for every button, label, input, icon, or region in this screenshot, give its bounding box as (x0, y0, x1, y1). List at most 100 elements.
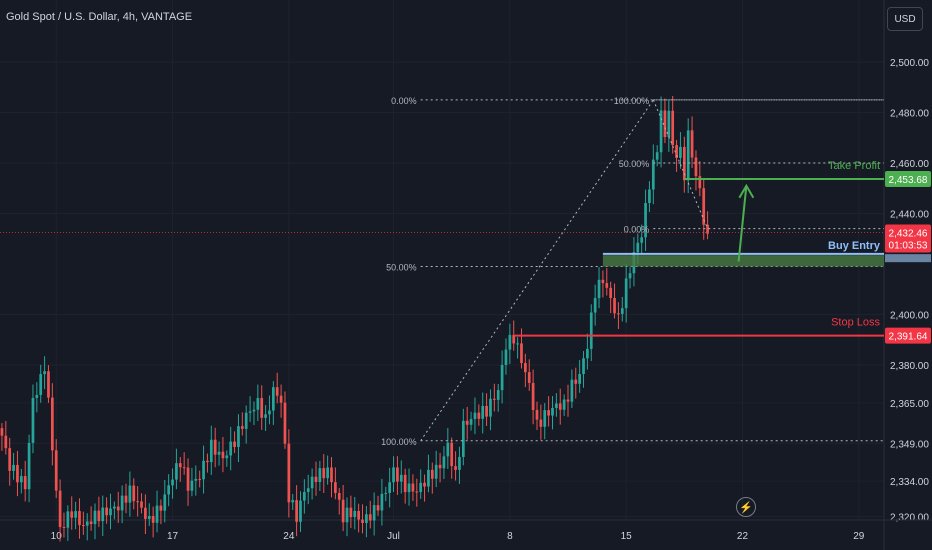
candle-body (124, 495, 128, 503)
candle-body (66, 511, 70, 528)
candle-body (427, 469, 430, 487)
candle-body (303, 491, 306, 501)
stop-loss-price-tag (885, 327, 931, 344)
candle-body (295, 500, 298, 522)
candle-body (4, 435, 8, 449)
candle-body (283, 402, 287, 444)
candle-body (260, 398, 264, 418)
time-axis-label: 29 (853, 531, 865, 542)
candle-body (644, 202, 647, 238)
candle-body (423, 482, 426, 487)
candle-body (547, 410, 550, 416)
fib-trendline (420, 99, 654, 442)
stop-loss-label: Stop Loss (831, 317, 880, 329)
candle-body (206, 460, 209, 463)
candle-body (314, 476, 318, 483)
candle-body (686, 130, 690, 181)
candle-body (706, 224, 709, 234)
candle-body (43, 371, 46, 375)
currency-button[interactable]: USD (887, 7, 923, 31)
time-axis-label: 10 (51, 531, 63, 542)
fib-level-label: 50.00% (386, 263, 417, 273)
candle-body (609, 287, 613, 299)
candle-body (380, 493, 384, 511)
candle-body (330, 467, 333, 483)
candle-body (101, 507, 105, 522)
candle-body (264, 414, 267, 418)
candle-body (361, 519, 364, 523)
price-axis-label: 2,365.00 (890, 399, 929, 410)
candle-body (589, 312, 593, 349)
candle-body (671, 110, 675, 146)
candle-body (461, 420, 465, 457)
candle-body (597, 279, 601, 299)
candle-body (446, 442, 450, 457)
candle-body (558, 403, 562, 410)
candle-body (469, 419, 473, 425)
candle-body (659, 110, 663, 153)
candle-body (140, 501, 143, 508)
candle-body (128, 485, 132, 503)
candle-body (291, 500, 295, 503)
candle-body (574, 379, 578, 384)
candle-body (648, 189, 651, 203)
candle-body (268, 410, 271, 415)
candle-body (12, 464, 15, 471)
candle-body (190, 480, 194, 491)
price-axis-label: 2,500.00 (890, 58, 929, 69)
price-axis-label: 2,480.00 (890, 109, 929, 120)
candle-body (237, 426, 240, 447)
candle-body (132, 485, 136, 502)
candle-body (605, 283, 609, 288)
last-price-countdown: 01:03:53 (889, 241, 928, 252)
candle-body (35, 394, 39, 398)
price-axis-label: 2,380.00 (890, 361, 929, 372)
candle-body (551, 407, 554, 416)
candle-body (58, 490, 62, 528)
candle-body (527, 372, 531, 383)
candle-body (613, 298, 616, 314)
candle-body (694, 157, 698, 177)
candle-body (500, 364, 504, 391)
fib-level-label: 0.00% (391, 96, 417, 106)
candle-body (144, 507, 147, 519)
candle-body (322, 468, 326, 479)
fib-trendline (652, 99, 709, 229)
candle-body (310, 476, 314, 489)
candle-body (82, 525, 85, 527)
candle-body (171, 479, 174, 486)
fib-level-label: 100.00% (614, 96, 650, 106)
candle-body (396, 467, 399, 482)
lightning-icon[interactable]: ⚡ (736, 497, 756, 517)
candle-body (47, 371, 50, 398)
candle-body (74, 511, 77, 518)
candle-body (229, 441, 233, 456)
candle-body (78, 511, 81, 526)
candle-body (178, 463, 182, 468)
candle-body (450, 442, 454, 467)
target-arrow-shaft (737, 185, 748, 262)
candle-body (620, 308, 624, 314)
candle-body (430, 469, 434, 479)
candle-body (473, 412, 477, 420)
candle-body (392, 467, 395, 483)
candle-body (155, 505, 159, 523)
last-price-tag-text: 2,432.46 (889, 229, 928, 240)
candle-body (151, 516, 155, 523)
buy-zone[interactable] (602, 255, 884, 267)
candle-body (357, 510, 360, 520)
time-axis-label: 24 (283, 531, 295, 542)
candle-body (109, 508, 112, 516)
candle-body (221, 451, 225, 459)
candle-body (113, 506, 116, 509)
candle-body (50, 397, 54, 451)
candle-body (372, 505, 376, 521)
candle-body (624, 278, 628, 309)
candle-body (39, 374, 43, 395)
candle-body (465, 420, 469, 425)
candle-body (217, 451, 221, 455)
candle-body (252, 409, 256, 412)
take-profit-label: Take Profit (828, 160, 880, 172)
candle-body (341, 499, 345, 523)
